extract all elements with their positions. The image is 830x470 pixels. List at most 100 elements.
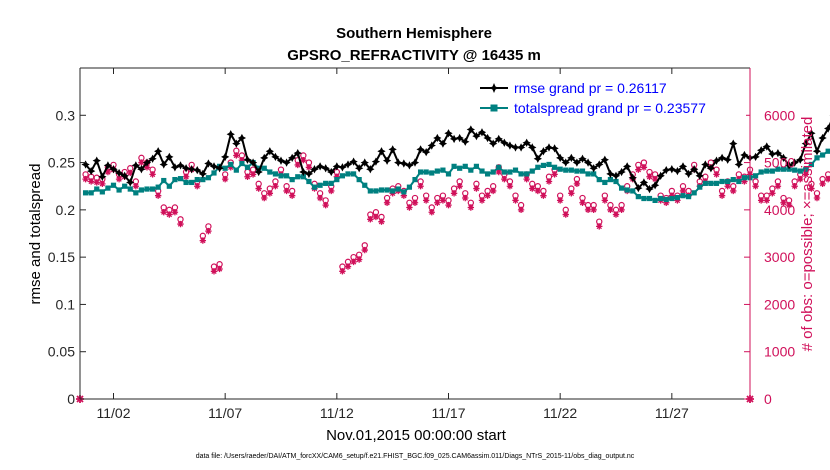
totalspread-point [423, 169, 429, 175]
rmse-point [734, 160, 743, 169]
totalspread-point [713, 180, 720, 186]
obs-possible-point [210, 263, 218, 270]
totalspread-line [85, 149, 830, 202]
obs-assimilated-point [266, 190, 274, 197]
obs-assimilated-point [300, 157, 307, 164]
totalspread-point [339, 173, 346, 179]
totalspread-point [646, 195, 653, 202]
rmse-point [818, 133, 827, 143]
obs-possible-point [350, 253, 357, 261]
totalspread-point [658, 195, 664, 202]
obs-possible-point [568, 185, 575, 192]
totalspread-point [445, 171, 452, 177]
obs-assimilated-point [372, 213, 380, 221]
obs-assimilated-point [149, 171, 156, 178]
obs-assimilated-point [562, 211, 569, 218]
rmse-point [784, 161, 794, 170]
rmse-point [533, 154, 542, 163]
obs-possible-point [367, 211, 374, 218]
rmse-point [299, 167, 308, 177]
obs-assimilated-point [813, 194, 821, 202]
legend-rmse-marker [489, 83, 499, 93]
rmse-point [221, 152, 230, 162]
totalspread-point [334, 176, 340, 183]
rmse-point [516, 143, 526, 152]
totalspread-point [429, 170, 435, 176]
totalspread-point [395, 186, 401, 192]
totalspread-point [311, 184, 318, 190]
obs-possible-point [556, 192, 564, 199]
obs-assimilated-point [434, 199, 441, 206]
totalspread-point [602, 179, 608, 186]
obs-possible-point [361, 242, 368, 249]
rmse-point [343, 160, 353, 169]
obs-assimilated-point [556, 197, 564, 204]
obs-possible-point [149, 166, 156, 173]
totalspread-point [540, 162, 547, 169]
rmse-point [773, 148, 783, 158]
totalspread-point [457, 165, 463, 171]
totalspread-point [585, 171, 591, 177]
obs-possible-point [785, 197, 793, 204]
rmse-point [410, 158, 420, 167]
obs-assimilated-point [199, 237, 207, 244]
obs-assimilated-point [205, 227, 212, 235]
totalspread-point [328, 180, 334, 186]
rmse-point [215, 164, 224, 173]
rmse-point [271, 152, 280, 162]
obs-possible-point [735, 171, 743, 178]
x-tick-label: 11/12 [320, 405, 354, 421]
totalspread-point [417, 169, 424, 175]
rmse-point [260, 153, 269, 162]
totalspread-point [155, 184, 161, 190]
legend-box [476, 76, 746, 116]
x-axis-label: Nov.01,2015 00:00:00 start [326, 427, 507, 444]
totalspread-point [780, 166, 787, 172]
obs-assimilated-point [573, 180, 581, 188]
rmse-point [427, 141, 436, 150]
obs-possible-point [411, 194, 419, 202]
obs-assimilated-point [328, 187, 335, 195]
rmse-point [360, 158, 369, 167]
rmse-point [248, 158, 258, 167]
totalspread-point [261, 165, 267, 171]
rmse-point [617, 167, 626, 177]
obs-assimilated-point [428, 209, 435, 216]
rmse-point [595, 160, 604, 169]
obs-possible-point [300, 152, 307, 159]
rmse-point [634, 183, 643, 193]
obs-possible-point [434, 194, 441, 202]
totalspread-point [323, 180, 329, 186]
rmse-point [92, 156, 101, 165]
obs-possible-point [813, 190, 821, 197]
y2-tick-label: 1000 [764, 344, 795, 360]
obs-assimilated-point [663, 199, 670, 206]
obs-possible-point [132, 178, 140, 185]
totalspread-point [317, 182, 323, 188]
rmse-point [489, 139, 498, 148]
totalspread-point [792, 167, 798, 173]
obs-assimilated-point [406, 204, 413, 211]
rmse-point [757, 146, 766, 155]
obs-assimilated-point [724, 183, 731, 190]
obs-possible-point [596, 218, 603, 225]
y-tick-label: 0.25 [48, 155, 75, 171]
y-tick-label: 0.15 [48, 249, 75, 265]
obs-possible-point [607, 201, 614, 209]
totalspread-point [239, 160, 245, 167]
obs-assimilated-point [529, 185, 536, 192]
rmse-point [170, 163, 180, 172]
obs-possible-point [601, 192, 609, 199]
totalspread-point [613, 178, 619, 185]
totalspread-point [769, 168, 775, 174]
totalspread-point [161, 177, 167, 184]
obs-assimilated-point [607, 206, 614, 214]
obs-possible-point [216, 261, 223, 268]
obs-possible-point [640, 159, 648, 166]
rmse-point [684, 169, 693, 179]
obs-possible-point [233, 147, 240, 154]
obs-assimilated-point [160, 209, 167, 216]
obs-assimilated-point [194, 183, 201, 190]
obs-possible-point [82, 171, 89, 178]
totalspread-point [814, 155, 820, 161]
